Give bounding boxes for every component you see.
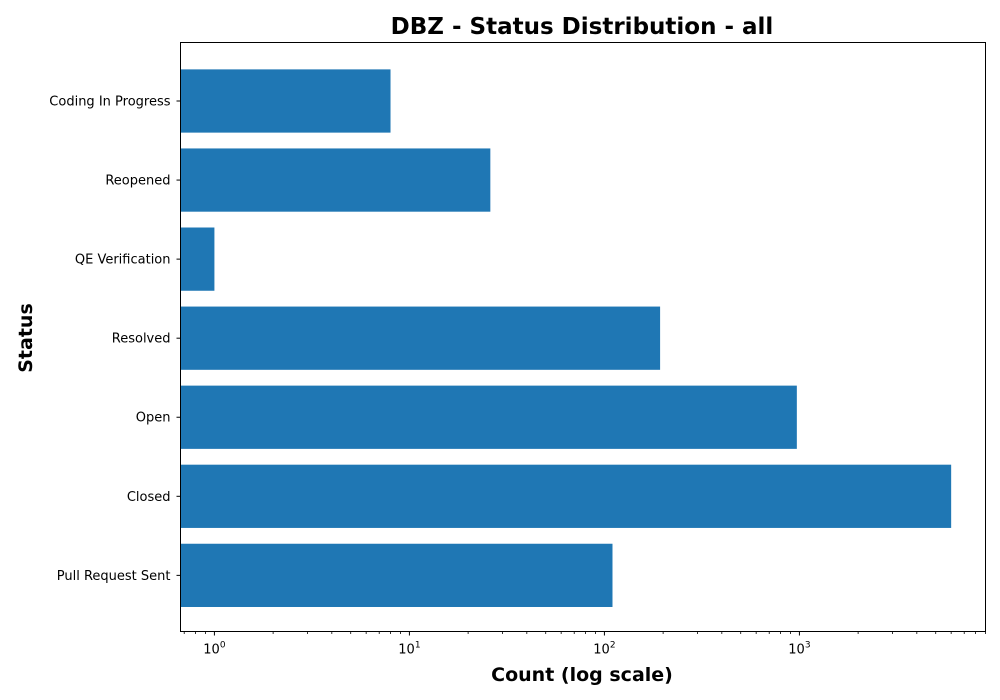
x-tick-label: 102 <box>593 641 615 658</box>
y-tick-label: Resolved <box>112 332 171 347</box>
x-axis-label: Count (log scale) <box>491 664 673 686</box>
chart-title: DBZ - Status Distribution - all <box>391 14 774 40</box>
y-tick-label: Coding In Progress <box>49 95 170 110</box>
bar-closed <box>180 464 952 528</box>
y-tick-label: Closed <box>127 490 171 505</box>
plot-frame <box>180 42 986 632</box>
x-tick-label: 101 <box>398 641 420 658</box>
bar-qe-verification <box>180 227 215 291</box>
y-axis-ticks: Coding In Progress Reopened QE Verificatio… <box>49 95 181 584</box>
bar-resolved <box>180 306 661 370</box>
bar-coding-in-progress <box>180 69 391 133</box>
x-tick-label: 103 <box>788 641 810 658</box>
x-axis-ticks: 100 101 102 103 <box>183 631 986 658</box>
bars-group <box>180 69 952 607</box>
y-tick-label: Reopened <box>105 174 170 189</box>
bar-open <box>180 385 797 449</box>
bar-pull-request-sent <box>180 543 613 607</box>
y-tick-label: Pull Request Sent <box>57 569 171 584</box>
y-axis-label: Status <box>15 303 37 373</box>
bar-reopened <box>180 148 491 212</box>
x-tick-label: 100 <box>203 641 226 658</box>
y-tick-label: QE Verification <box>75 253 171 268</box>
y-tick-label: Open <box>136 411 171 426</box>
